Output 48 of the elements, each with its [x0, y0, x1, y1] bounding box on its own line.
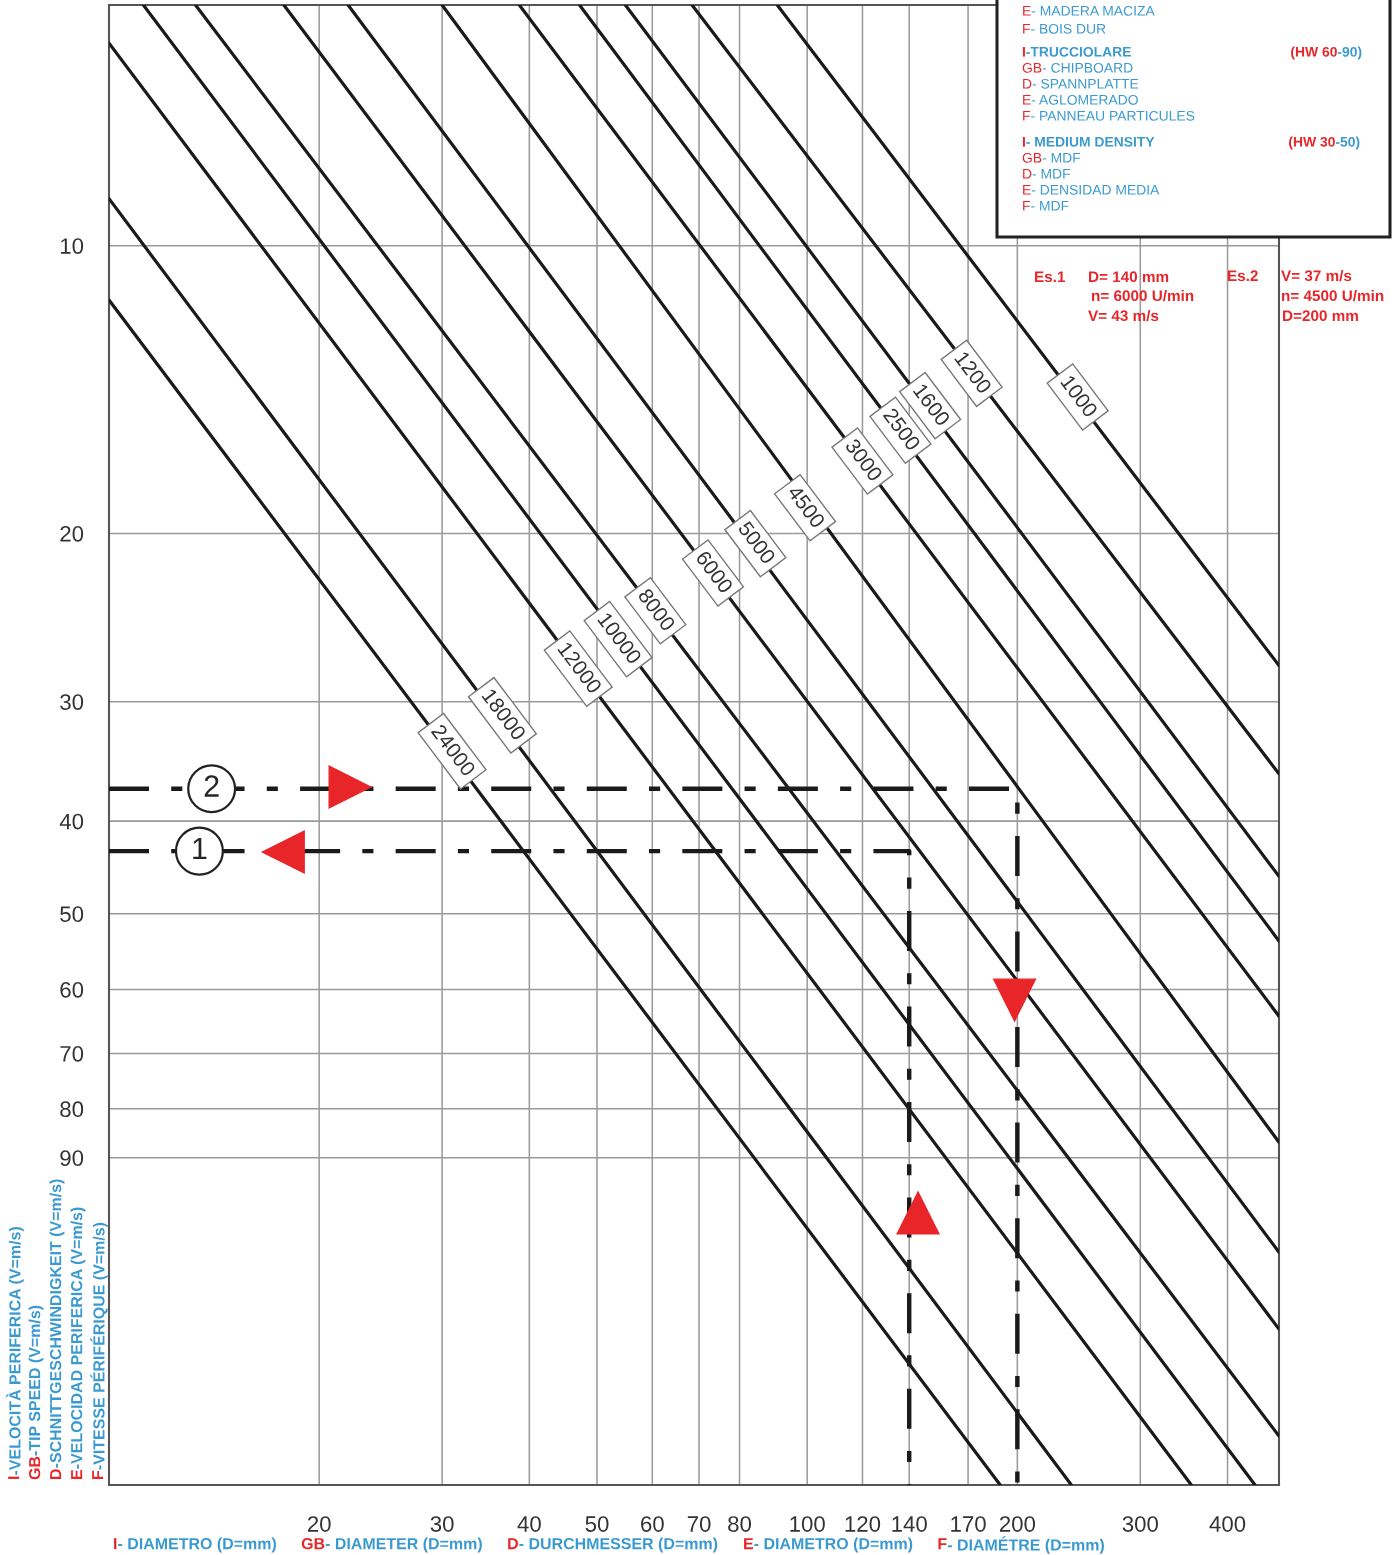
- y-tick-label: 90: [60, 1150, 84, 1166]
- series-label: 2: [204, 775, 219, 797]
- y-tick-label: 60: [60, 981, 84, 998]
- y-tick-label: 30: [60, 694, 84, 710]
- annotation: D= 140 mm: [1089, 271, 1169, 283]
- x-tick-label: 20: [307, 1516, 331, 1532]
- y-tick-label: 10: [60, 238, 84, 254]
- text: V= 37 m/s: [1281, 269, 1352, 282]
- x-tick-label: 60: [641, 1516, 664, 1532]
- text: D=200 mm: [1283, 310, 1358, 322]
- y-tick-label: 70: [60, 1045, 84, 1062]
- annotation: F- MDF: [1023, 201, 1069, 211]
- y-tick-label: 80: [60, 1101, 84, 1118]
- annotation: F- PANNEAU PARTICULES: [1023, 110, 1195, 121]
- annotation: E- MADERA MACIZA: [1023, 5, 1155, 16]
- text: I- DIAMETRO (D=mm) GB- DIAMETER (D=mm) D- DURCHMESSER (D=mm) E- DIAMETRO (D=mm) F- DIAMÉTRE (D=mm): [114, 1536, 1104, 1554]
- annotation: D- SPANNPLATTE: [1023, 78, 1139, 89]
- x-tick-label: 40: [517, 1516, 541, 1532]
- x-tick-label: 400: [1209, 1516, 1246, 1532]
- x-tick-label: 30: [430, 1516, 454, 1532]
- annotation: GB- MDF: [1022, 152, 1081, 163]
- x-tick-label: 120: [845, 1516, 881, 1532]
- x-tick-label: 50: [585, 1516, 609, 1532]
- x-tick-label: 200: [999, 1516, 1036, 1532]
- x-tick-label: 140: [892, 1516, 927, 1532]
- x-tick-label: 170: [951, 1516, 986, 1532]
- x-tick-label: 70: [687, 1516, 711, 1532]
- y-tick-label: 20: [60, 525, 84, 542]
- x-tick-label: 300: [1122, 1516, 1158, 1532]
- annotation: I- MEDIUM DENSITY: [1022, 136, 1155, 147]
- annotation: Es.2: [1228, 270, 1258, 282]
- text: n= 4500 U/min: [1282, 289, 1384, 302]
- text: (HW 30-50): [1289, 136, 1360, 150]
- text: (HW 60-90): [1291, 46, 1362, 60]
- x-tick-label: 80: [728, 1516, 752, 1532]
- annotation: GB- CHIPBOARD: [1022, 62, 1133, 73]
- annotation: E- DENSIDAD MEDIA: [1023, 184, 1160, 195]
- annotation: V= 43 m/s: [1088, 309, 1159, 322]
- y-tick-label: 50: [60, 906, 84, 923]
- annotation: F- BOIS DUR: [1023, 23, 1106, 34]
- series-label: 1: [193, 838, 207, 860]
- annotation: I-TRUCCIOLARE: [1022, 46, 1131, 57]
- annotation: D- MDF: [1023, 169, 1071, 179]
- annotation: E- AGLOMERADO: [1023, 94, 1138, 105]
- y-tick-label: 40: [59, 813, 84, 830]
- annotation: Es.1: [1035, 271, 1065, 283]
- x-tick-label: 100: [790, 1516, 825, 1532]
- annotation: n= 6000 U/min: [1092, 289, 1194, 302]
